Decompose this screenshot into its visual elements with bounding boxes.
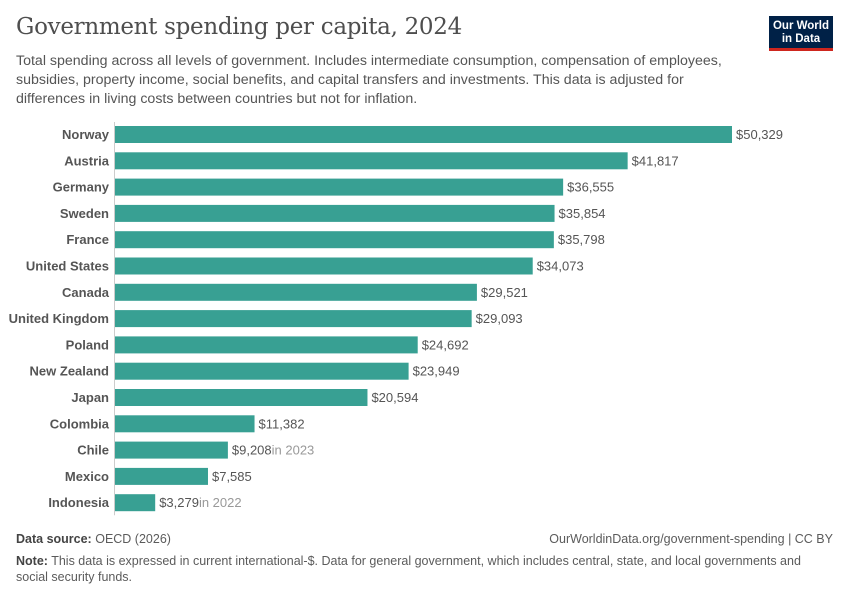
bar <box>115 178 564 196</box>
value-label: $23,949 <box>413 364 460 379</box>
note-text: This data is expressed in current intern… <box>16 554 801 584</box>
category-label: New Zealand <box>30 364 110 379</box>
value-label: $11,382 <box>259 416 305 431</box>
category-label: Canada <box>62 285 110 300</box>
value-label: $24,692 <box>422 337 469 352</box>
logo-line2: in Data <box>781 32 821 45</box>
value-label: $20,594 <box>371 390 418 405</box>
category-label: United States <box>26 259 109 274</box>
category-label: Mexico <box>65 469 109 484</box>
category-label: Norway <box>62 127 110 142</box>
bar-chart: Norway $50,329 Austria $41,817 Germany $36,55… <box>9 122 783 516</box>
note-label: Note: <box>16 554 48 568</box>
chart-title: Government spending per capita, 2024 <box>16 14 462 40</box>
source-label: Data source: <box>16 532 92 546</box>
bar <box>115 494 156 512</box>
year-annotation: in 2023 <box>272 443 315 458</box>
bar <box>115 152 628 170</box>
value-label: $34,073 <box>537 259 584 274</box>
value-label: $41,817 <box>632 153 679 168</box>
owid-logo[interactable]: Our World in Data <box>769 16 833 51</box>
value-label: $9,208in 2023 <box>232 443 314 458</box>
category-label: Austria <box>64 153 110 168</box>
bar <box>115 362 409 380</box>
category-label: Chile <box>77 443 109 458</box>
bar <box>115 441 228 459</box>
category-label: Indonesia <box>48 495 109 510</box>
category-label: France <box>66 232 109 247</box>
bar <box>115 310 472 328</box>
data-source: Data source: OECD (2026) <box>16 532 171 546</box>
logo-line1: Our World <box>772 20 829 32</box>
bar <box>115 231 554 249</box>
value-label: $7,585 <box>212 469 252 484</box>
value-text: $3,279 <box>159 495 199 510</box>
year-annotation: in 2022 <box>199 495 242 510</box>
value-label: $35,798 <box>558 232 605 247</box>
bar <box>115 415 255 433</box>
source-url[interactable]: OurWorldinData.org/government-spending |… <box>549 532 833 546</box>
bar <box>115 283 477 301</box>
bar <box>115 257 533 275</box>
bar <box>115 336 418 354</box>
bar <box>115 126 732 143</box>
category-label: Sweden <box>60 206 109 221</box>
value-label: $29,093 <box>476 311 523 326</box>
category-label: Germany <box>53 180 110 195</box>
bar <box>115 467 208 485</box>
bar <box>115 389 368 406</box>
value-text: $9,208 <box>232 443 272 458</box>
value-label: $36,555 <box>567 180 614 195</box>
category-label: Colombia <box>50 416 110 431</box>
bar <box>115 204 555 222</box>
source-link[interactable]: OECD (2026) <box>95 532 171 546</box>
value-label: $35,854 <box>559 206 606 221</box>
chart-subtitle: Total spending across all levels of gove… <box>16 53 722 107</box>
value-label: $29,521 <box>481 285 528 300</box>
value-label: $3,279in 2022 <box>159 495 241 510</box>
footer-note: Note: This data is expressed in current … <box>16 553 836 585</box>
category-label: Poland <box>66 337 109 352</box>
value-label: $50,329 <box>736 127 783 142</box>
category-label: Japan <box>71 390 109 405</box>
category-label: United Kingdom <box>9 311 109 326</box>
